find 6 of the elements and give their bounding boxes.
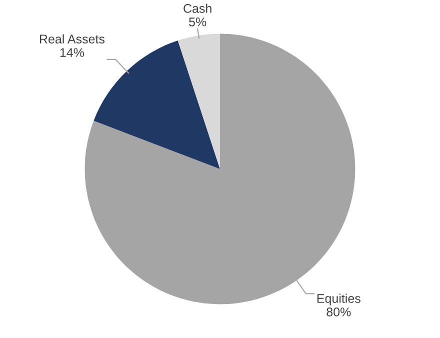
slice-label: Equities: [317, 294, 360, 306]
data-label: 80%: [326, 308, 351, 316]
data-label: 14%: [60, 48, 84, 57]
slice-label: Real Assets: [40, 34, 105, 44]
slice-label: Cash: [184, 4, 212, 13]
data-label: 5%: [189, 18, 206, 26]
